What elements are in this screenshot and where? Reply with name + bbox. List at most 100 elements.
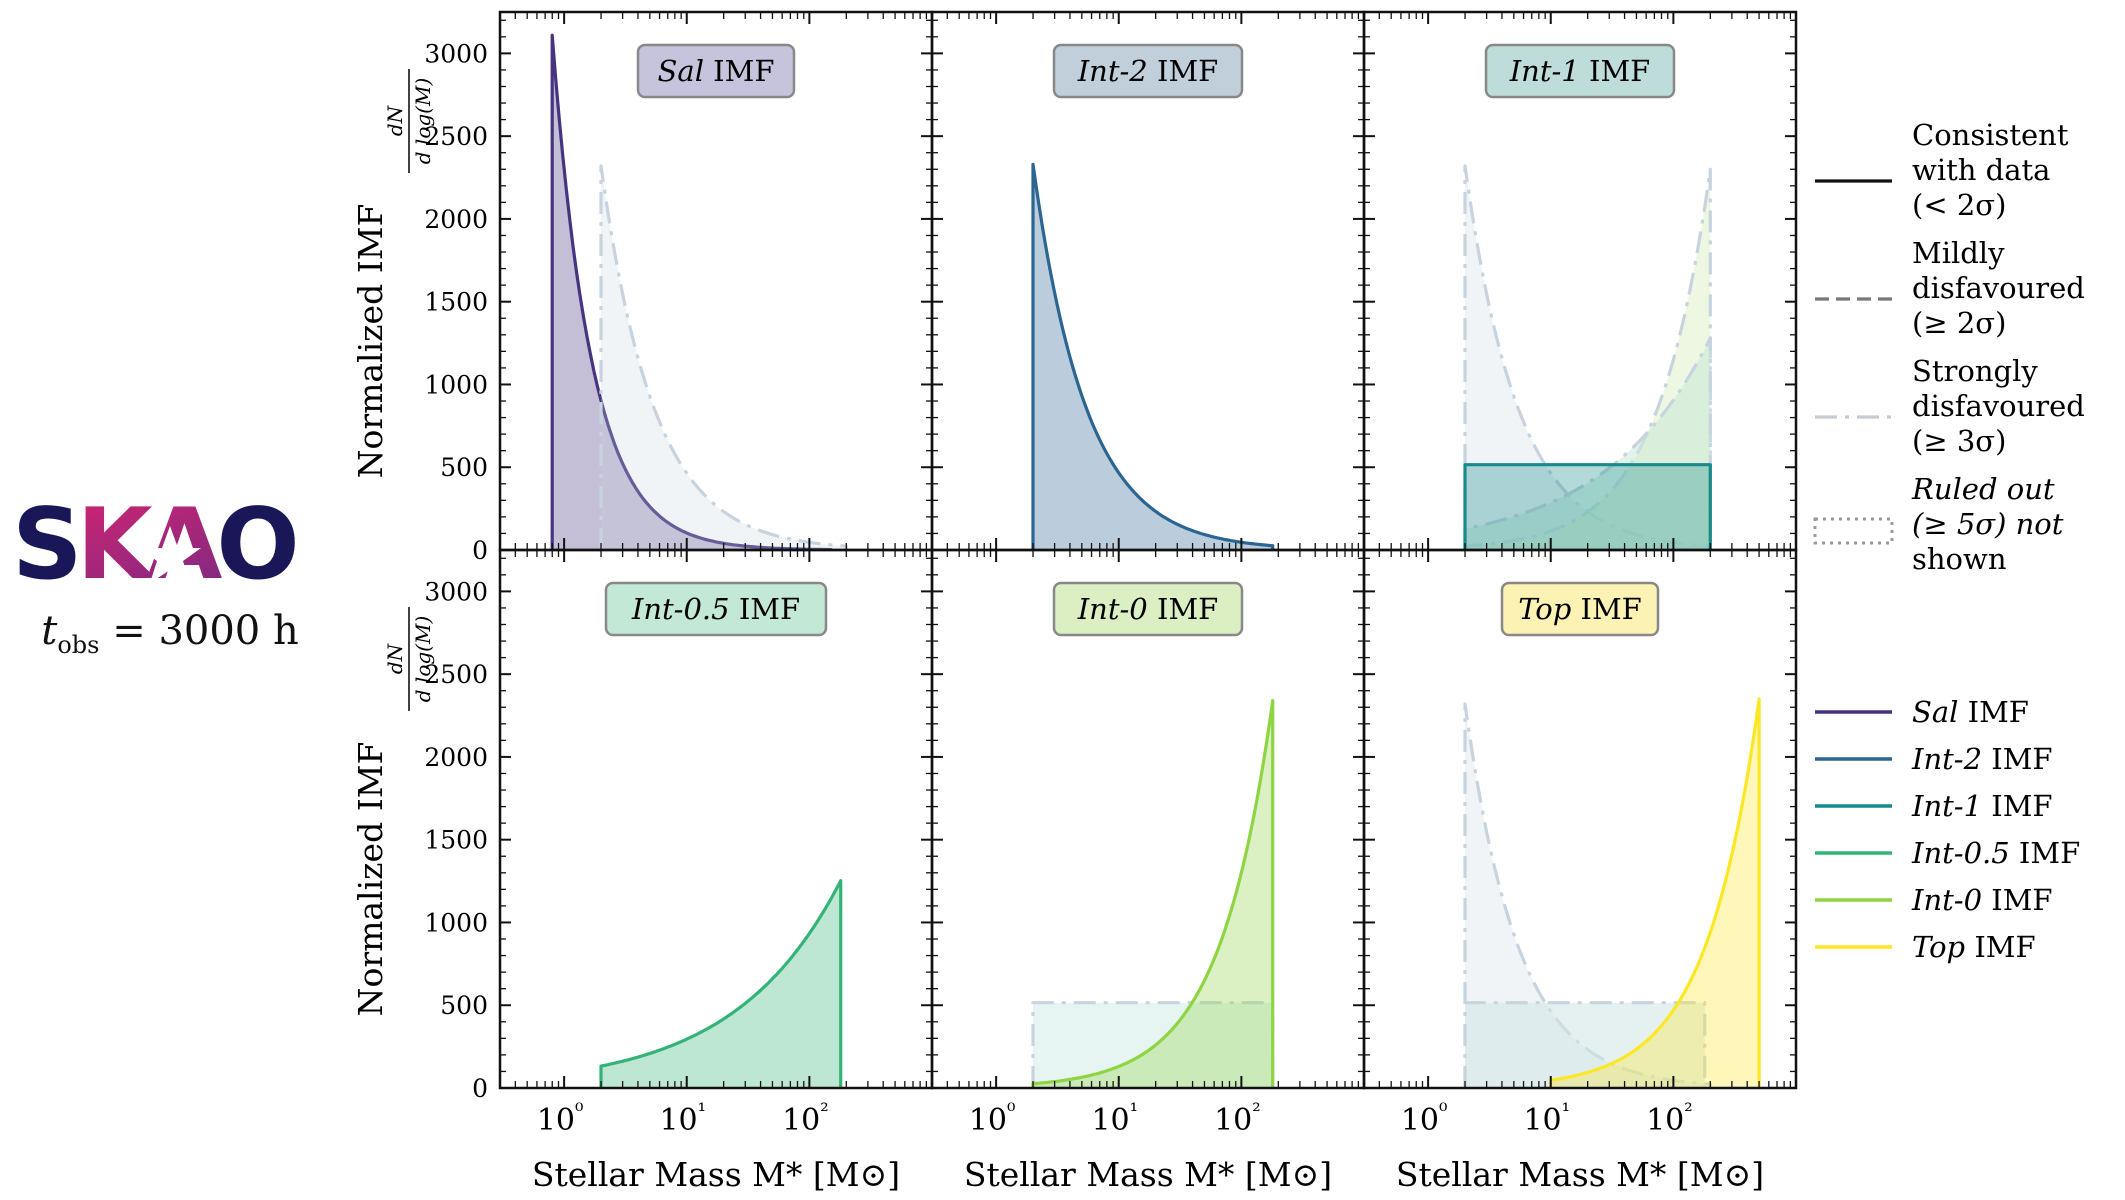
- panel-title-box: [1052, 581, 1244, 637]
- plot-area: [1031, 699, 1275, 1088]
- panel-title-suffix: IMF: [1571, 592, 1642, 626]
- ytick-label: 0: [472, 536, 488, 565]
- legend-model-top: Top IMF: [1815, 930, 2036, 964]
- legend-label: Sal IMF: [1912, 695, 2029, 729]
- panel-title-model: Top: [1518, 592, 1571, 626]
- xtick-label-base: 10: [969, 1103, 1007, 1138]
- xtick-label-base: 10: [659, 1103, 697, 1138]
- series-fill-0: [1033, 164, 1273, 550]
- xtick-label: 10⁰: [537, 1099, 584, 1138]
- y-axis-label: Normalized IMF: [351, 204, 390, 479]
- logo-star-icon: [139, 526, 201, 583]
- xtick-label: 10²: [1214, 1099, 1261, 1138]
- panel-title: Top IMF: [1518, 592, 1642, 626]
- ytick-label: 0: [472, 1074, 488, 1103]
- series-line-int-0-5-imf: [1463, 336, 1712, 550]
- series-line-int-0-5-imf: [599, 879, 843, 1088]
- y-axis-label: Normalized IMF: [351, 742, 390, 1017]
- ytick-label: 2000: [424, 743, 488, 772]
- panel-title-suffix: IMF: [730, 592, 801, 626]
- xtick-label-exp: ¹: [698, 1099, 706, 1123]
- xtick-label: 10²: [782, 1099, 829, 1138]
- tobs-value: 3000: [158, 608, 261, 654]
- y-axis-frac-den: d log(M): [411, 616, 435, 702]
- panel-title-model: Sal: [658, 54, 704, 88]
- legend-model-int-0: Int-0 IMF: [1815, 883, 2053, 917]
- y-axis-frac-den: d log(M): [411, 78, 435, 164]
- legend-label: Top IMF: [1912, 930, 2036, 964]
- legend-label-model: Int-0: [1911, 883, 1982, 917]
- panel-title-model: Int-1: [1509, 54, 1580, 88]
- panel-title: Sal IMF: [658, 54, 775, 88]
- legend-label: Int-0 IMF: [1911, 883, 2053, 917]
- panel-title-suffix: IMF: [1148, 592, 1219, 626]
- xtick-label-exp: ⁰: [1439, 1099, 1447, 1123]
- xtick-label-exp: ²: [1684, 1099, 1692, 1123]
- xtick-label-base: 10: [537, 1103, 575, 1138]
- y-axis-frac-num: dN: [383, 642, 407, 674]
- series-fill-2: [1465, 338, 1711, 550]
- xtick-label: 10⁰: [969, 1099, 1016, 1138]
- series-line-int-2-imf: [1031, 162, 1275, 550]
- xtick-label-base: 10: [1401, 1103, 1439, 1138]
- plot-area: [1463, 164, 1712, 550]
- xtick-label-exp: ²: [820, 1099, 828, 1123]
- legend-label-suffix: IMF: [1958, 695, 2029, 729]
- panel-title: Int-0.5 IMF: [631, 592, 800, 626]
- ytick-label: 2500: [424, 122, 488, 151]
- series-line-top-imf: [1549, 697, 1761, 1088]
- legend-model-int-0-5: Int-0.5 IMF: [1815, 836, 2080, 870]
- panel-title-suffix: IMF: [1580, 54, 1651, 88]
- series-line-int-0-imf: [1031, 699, 1275, 1088]
- plot-area: [550, 33, 848, 550]
- ytick-label: 500: [440, 991, 488, 1020]
- panel-top-middle: Int-2 IMF: [930, 10, 1366, 552]
- ytick-label: 2000: [424, 205, 488, 234]
- panel-frame: [1362, 548, 1798, 1090]
- series-fill-3: [1465, 464, 1711, 550]
- xtick-label-base: 10: [1646, 1103, 1684, 1138]
- legend-label-model: Top: [1912, 930, 1965, 964]
- xtick-label-base: 10: [1091, 1103, 1129, 1138]
- legend-text: (≥ 5σ) not: [1912, 507, 2064, 541]
- legend-text: with data: [1912, 153, 2050, 187]
- series-fill-0: [601, 880, 841, 1088]
- legend-text: (< 2σ): [1912, 188, 2006, 222]
- legend-label-suffix: IMF: [1982, 742, 2053, 776]
- skao-logo: SKAO: [12, 498, 301, 590]
- panel-top-right: Int-1 IMF: [1362, 10, 1798, 552]
- series-fill-0: [1465, 166, 1711, 550]
- legend-text: (≥ 2σ): [1912, 306, 2006, 340]
- ytick-label: 2500: [424, 660, 488, 689]
- legend-label-model: Sal: [1912, 695, 1958, 729]
- panel-title-model: Int-0.5: [631, 592, 730, 626]
- legend-swatch: [1813, 517, 1894, 545]
- series-fill-0: [552, 35, 831, 550]
- legend-text: Mildly: [1912, 236, 2005, 270]
- panel-bottom-left: 0 500 1000 1500 2000 2500 3000 Stellar Mass M* …: [351, 548, 934, 1194]
- series-line-int-1-imf: [1463, 1001, 1707, 1088]
- x-axis-label: Stellar Mass M* [M⊙]: [964, 1155, 1332, 1194]
- series-fill-1: [1033, 700, 1273, 1088]
- legend-label-suffix: IMF: [1965, 930, 2036, 964]
- series-line-sal-imf: [550, 33, 833, 550]
- panel-bottom-right: Stellar Mass M* [M⊙] Top IMF: [1362, 548, 1798, 1194]
- legend-text: disfavoured: [1912, 389, 2085, 423]
- legend-label: Int-0.5 IMF: [1911, 836, 2080, 870]
- panel-title-box: [1484, 43, 1676, 99]
- legend-label-suffix: IMF: [2010, 836, 2081, 870]
- xtick-label: 10¹: [1091, 1099, 1138, 1138]
- legend-text: disfavoured: [1912, 271, 2085, 305]
- panel-title-model: Int-2: [1077, 54, 1148, 88]
- series-fill-1: [601, 166, 847, 550]
- legend-label-model: Int-1: [1911, 789, 1982, 823]
- xtick-label-exp: ¹: [1130, 1099, 1138, 1123]
- xtick-label: 10¹: [659, 1099, 706, 1138]
- tobs-var: t: [41, 608, 58, 654]
- xtick-label: 10¹: [1523, 1099, 1570, 1138]
- legend-model-sal: Sal IMF: [1815, 695, 2029, 729]
